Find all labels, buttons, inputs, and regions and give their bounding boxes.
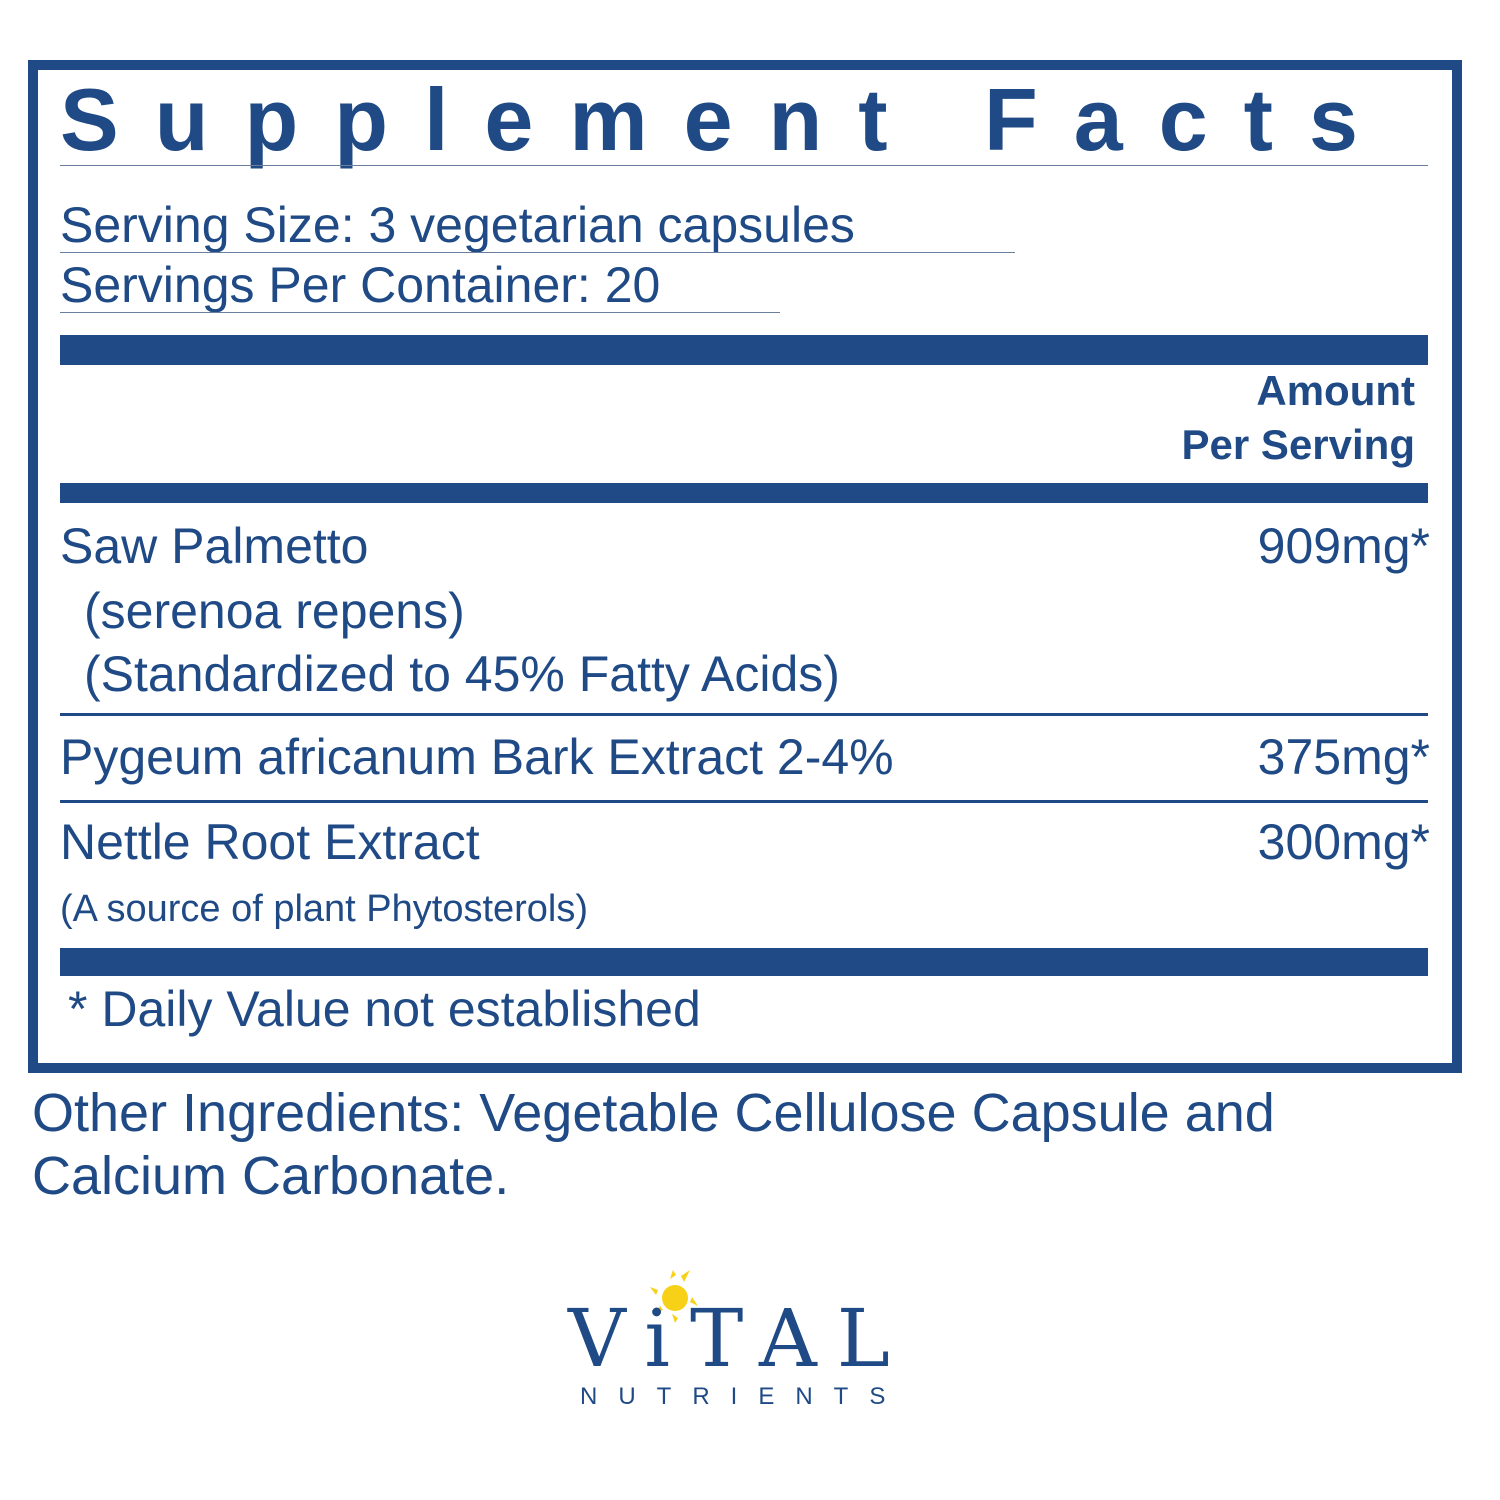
footnote: * Daily Value not established (68, 981, 701, 1037)
ingredient-name: Pygeum africanum Bark Extract 2-4% (60, 729, 894, 785)
ingredient-detail: (serenoa repens) (84, 583, 465, 639)
row-divider (60, 713, 1428, 716)
thick-divider (60, 335, 1428, 365)
other-ingredients-line1: Other Ingredients: Vegetable Cellulose C… (32, 1083, 1275, 1143)
ingredient-detail: (A source of plant Phytosterols) (60, 888, 589, 930)
amount-header-line1: Amount (1256, 367, 1415, 414)
ingredient-amount: 375mg* (1257, 729, 1430, 785)
medium-divider (60, 483, 1428, 503)
servings-underline (60, 312, 780, 313)
ingredient-name: Nettle Root Extract (60, 814, 480, 870)
panel-title: Supplement Facts (60, 70, 1394, 169)
ingredient-amount: 300mg* (1257, 814, 1430, 870)
ingredient-name: Saw Palmetto (60, 518, 369, 574)
serving-size-underline (60, 252, 1015, 253)
row-divider (60, 800, 1428, 803)
sun-icon (650, 1270, 698, 1323)
ingredient-detail: (Standardized to 45% Fatty Acids) (84, 646, 840, 702)
serving-size: Serving Size: 3 vegetarian capsules (60, 197, 855, 253)
ingredient-amount: 909mg* (1257, 518, 1430, 574)
title-rule (60, 165, 1428, 166)
brand-tagline: NUTRIENTS (580, 1383, 907, 1410)
supplement-facts-panel (28, 60, 1462, 1073)
other-ingredients-line2: Calcium Carbonate. (32, 1146, 510, 1206)
thick-divider (60, 948, 1428, 976)
amount-header-line2: Per Serving (1181, 421, 1415, 468)
brand-logo: ViTAL (568, 1292, 910, 1385)
servings-per-container: Servings Per Container: 20 (60, 257, 661, 313)
